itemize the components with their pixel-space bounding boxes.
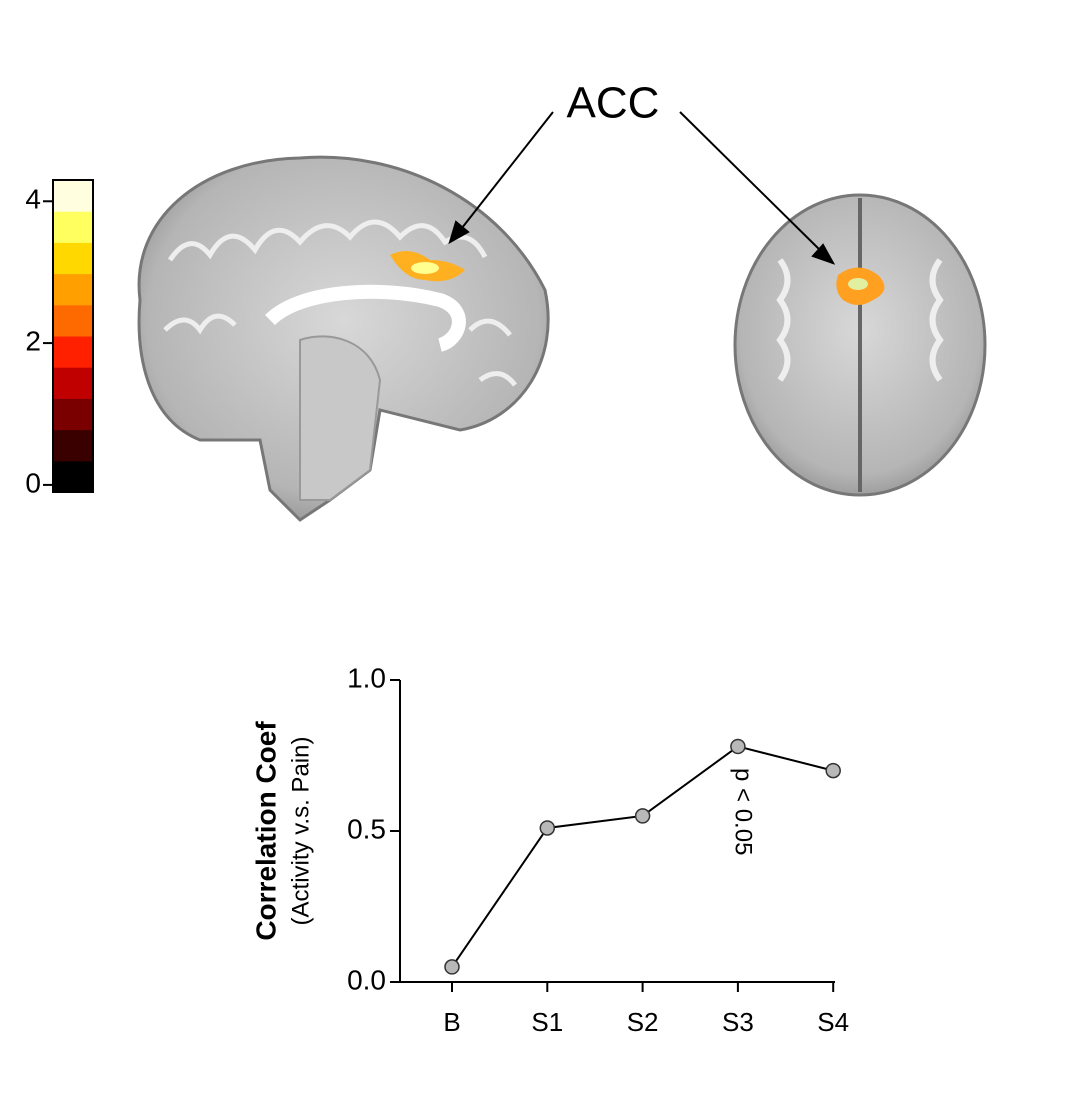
marker [634, 808, 651, 824]
annotation: ACC [567, 79, 660, 128]
colorbar-tick-label: 4 [25, 184, 41, 215]
x-tick-label: B [443, 1007, 460, 1037]
arrows [448, 111, 836, 265]
colorbar-segment [53, 336, 93, 368]
y-tick-label: 0.5 [347, 813, 386, 844]
y-tick-label: 1.0 [347, 662, 386, 693]
x-tick-label: S3 [722, 1007, 754, 1037]
colorbar-segment [53, 180, 93, 212]
marker [825, 762, 841, 779]
marker [730, 738, 746, 755]
y-tick-label: 0.0 [347, 964, 386, 995]
marker [444, 959, 460, 975]
y-axis-subtitle: (Activity v.s. Pain) [287, 737, 314, 926]
marker [539, 820, 556, 836]
colorbar-segment [53, 273, 93, 306]
x-tick-label: S2 [627, 1007, 659, 1037]
colorbar-segment [53, 398, 93, 431]
annotation: p < 0.05 [730, 768, 757, 855]
colorbar-tick-label: 0 [25, 467, 41, 498]
colorbar-segment [53, 367, 93, 399]
colorbar-segment [53, 429, 93, 462]
colorbar-segment [53, 460, 93, 493]
colorbar-tick-label: 2 [25, 325, 41, 356]
x-tick-label: S1 [531, 1007, 563, 1037]
colorbar-frame [52, 179, 94, 493]
sagittal-brain [137, 155, 550, 522]
axial-brain [733, 193, 987, 497]
colorbar-segment [53, 211, 93, 243]
y-axis-title: Correlation Coef [250, 721, 281, 941]
line [451, 745, 834, 968]
colorbar-segment [53, 304, 93, 337]
x-tick-label: S4 [817, 1007, 849, 1037]
colorbar-segment [53, 242, 93, 275]
